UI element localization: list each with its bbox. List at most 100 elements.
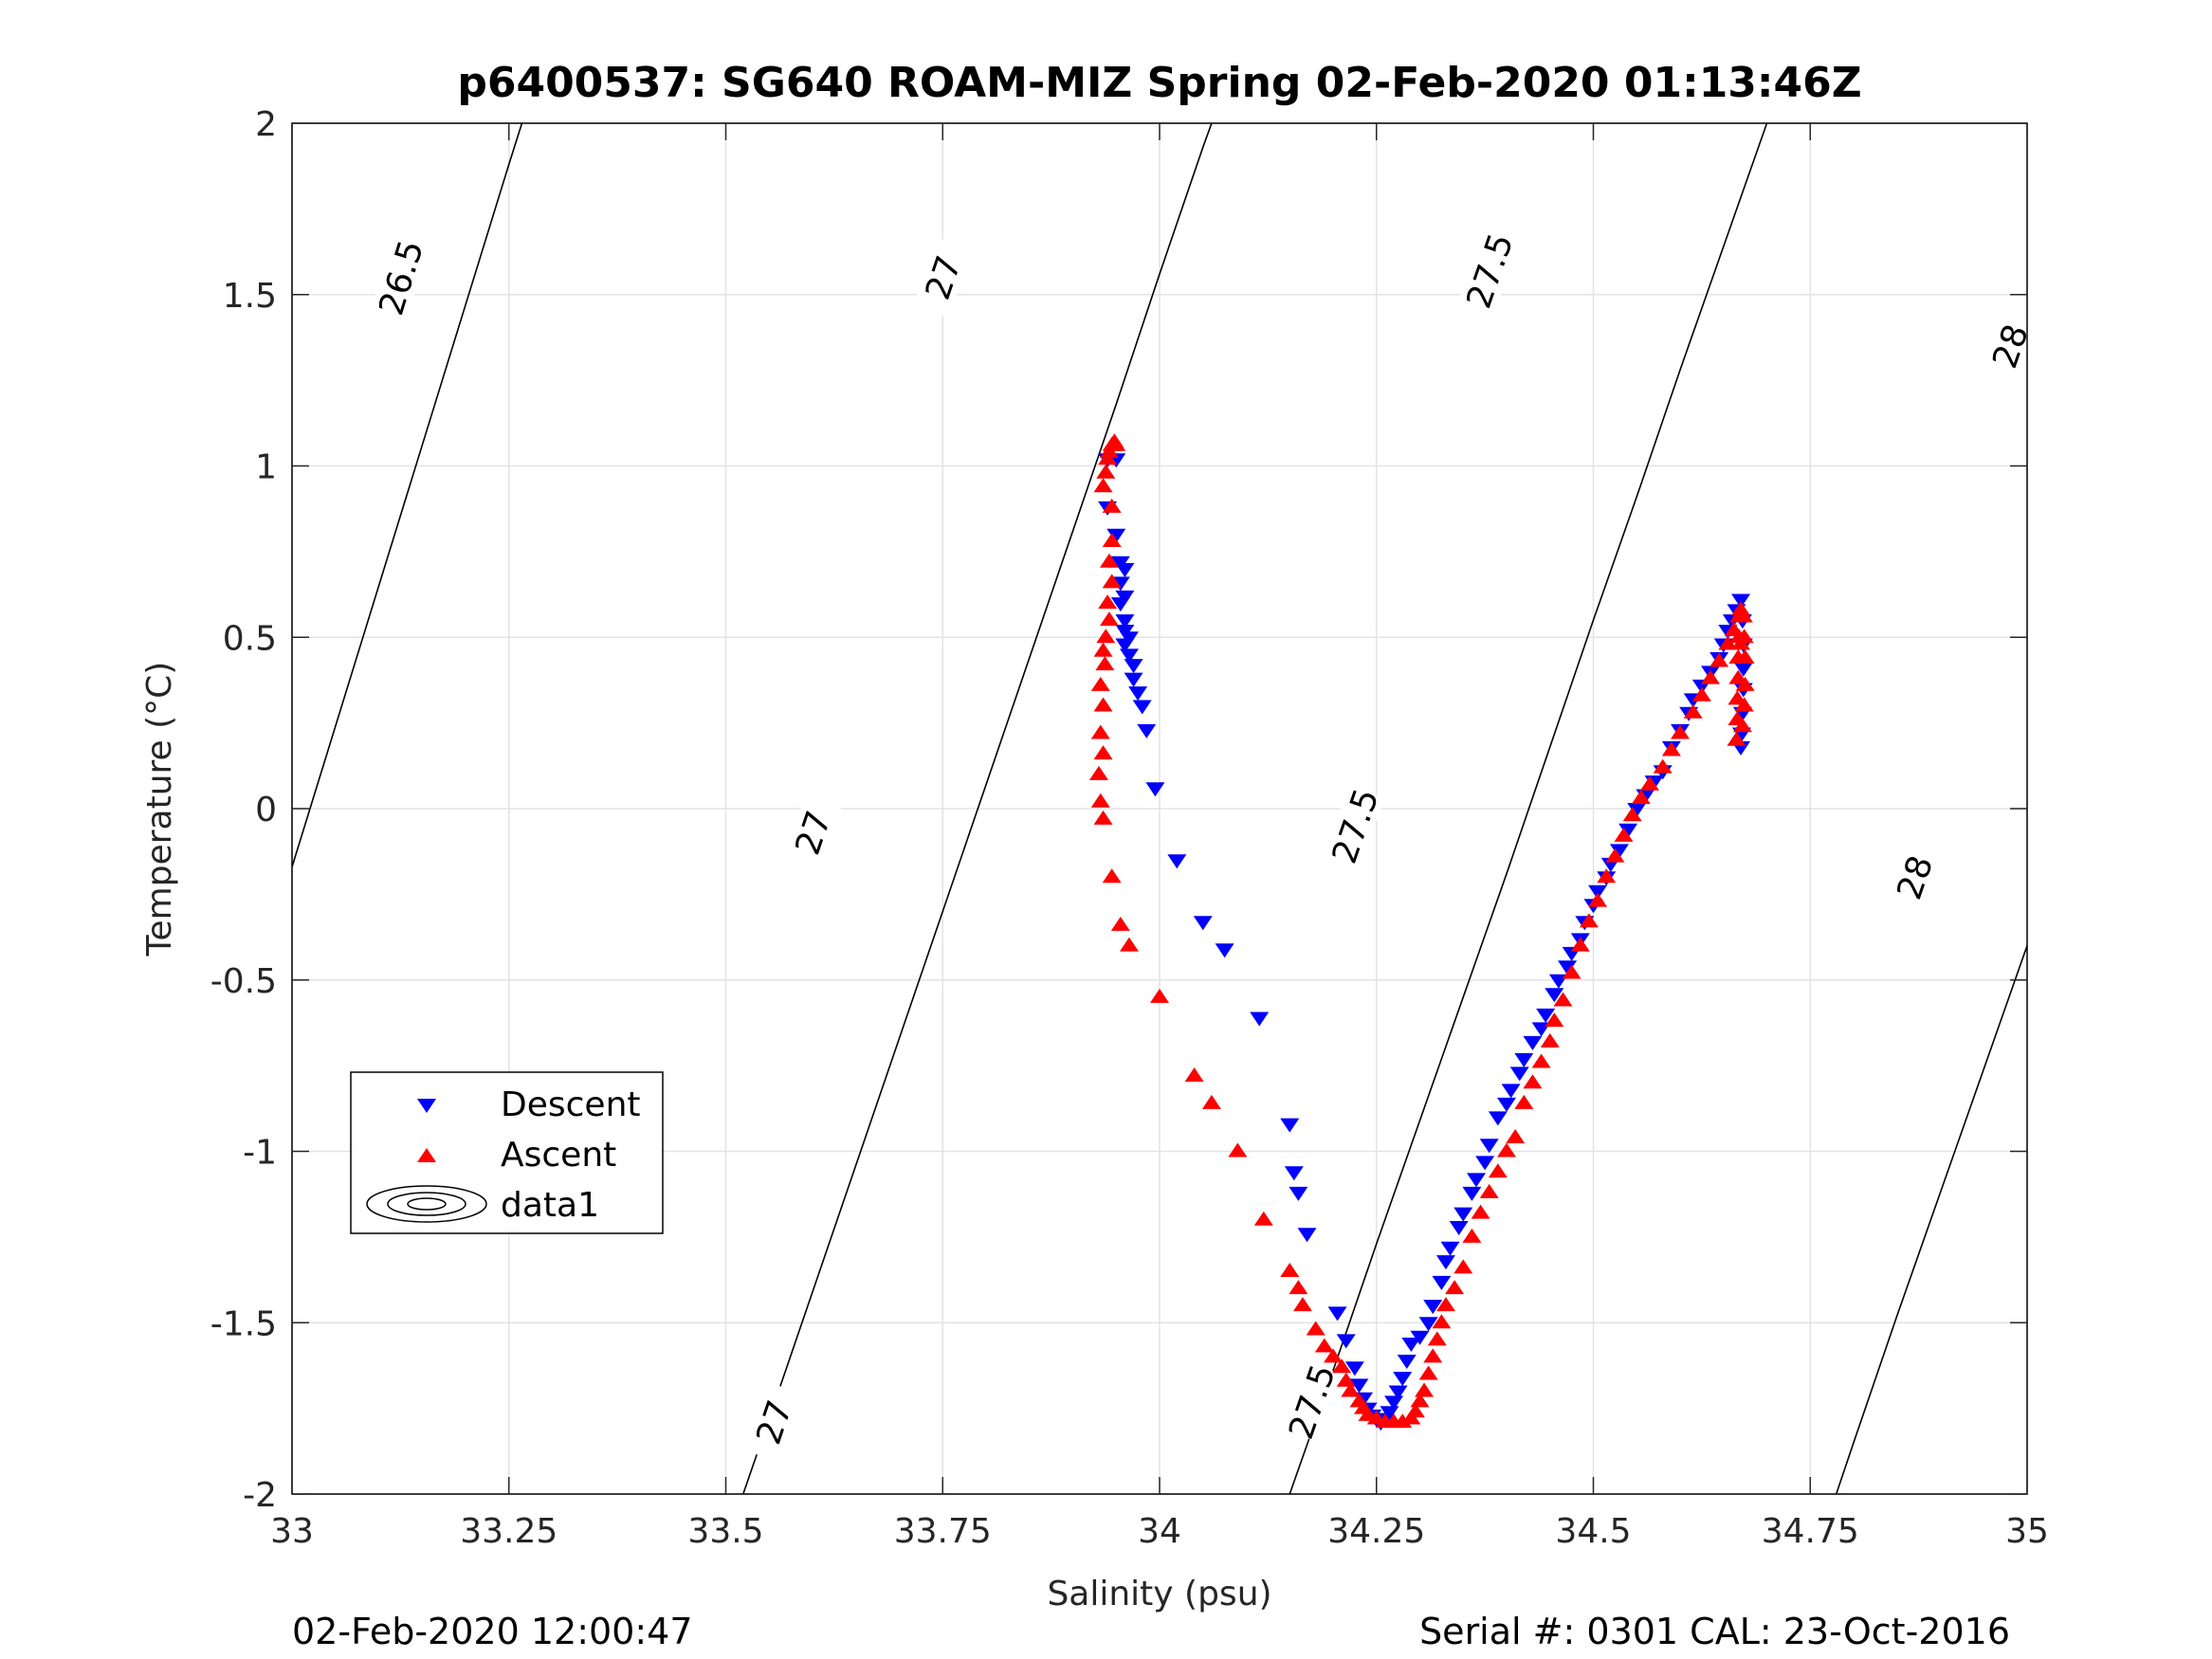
ascent-point [1735,676,1755,691]
ascent-point [1588,892,1608,907]
footer-timestamp: 02-Feb-2020 12:00:47 [292,1611,693,1652]
ascent-point [1597,868,1617,884]
ascent-point [1306,1321,1325,1336]
x-tick-label: 34.75 [1762,1512,1859,1551]
contour-line-28 [1835,943,2027,1494]
y-axis-ticks: -2 -1.5 -1 -0.5 0 0.5 1 1.5 2 [210,105,2027,1515]
ascent-point [1432,1314,1452,1329]
ascent-point [1570,937,1590,952]
ascent-point [1545,1012,1564,1028]
contour-line-27 [742,123,1213,1494]
descent-point [1344,1361,1364,1376]
contour-label-gap [743,1381,804,1463]
contour-label-gap [1325,785,1385,866]
descent-point [1733,662,1753,677]
legend-ascent-marker [417,1148,436,1162]
ascent-point [1102,498,1122,513]
descent-point [1106,528,1126,543]
ascent-point [1095,656,1115,671]
legend-descent-label: Descent [501,1085,641,1124]
y-tick-label: 1 [255,448,277,487]
descent-point [1280,1118,1300,1133]
contour-line-26-5 [292,123,523,867]
descent-point [1627,803,1647,817]
legend-descent-marker [417,1099,436,1113]
y-tick-label: -1.5 [210,1304,277,1343]
descent-point [1124,659,1143,674]
contour-label-28: 28 [1980,305,2040,387]
descent-point [1128,686,1148,702]
descent-point [1588,884,1608,900]
ascent-point [1093,697,1113,712]
contour-label-gap [1281,1360,1342,1442]
descent-point [1618,823,1638,838]
ascent-point [1088,765,1108,780]
descent-point [1132,700,1152,715]
descent-point [1289,1186,1308,1201]
descent-point [1418,1317,1438,1332]
descent-point [1501,1084,1521,1099]
descent-point [1497,1097,1516,1112]
ascent-point [1102,574,1122,589]
x-tick-label: 33.5 [687,1512,763,1551]
ascent-point [1090,676,1110,691]
contour-label-27-5: 27.5 [1325,784,1387,868]
ascent-point [1093,745,1113,760]
ascent-point [1289,1280,1308,1295]
ascent-point [1709,652,1729,667]
ascent-point [1488,1163,1508,1178]
ascent-point [1201,1094,1221,1109]
x-tick-label: 34 [1138,1512,1181,1551]
x-axis-label: Salinity (psu) [1047,1575,1271,1613]
legend[interactable]: Descent Ascent data1 [350,1071,664,1234]
y-tick-label: -2 [243,1476,277,1515]
ascent-point [1727,731,1746,746]
ascent-point [1228,1142,1248,1158]
descent-point [1393,1372,1413,1387]
descent-point [1731,593,1751,609]
descent-point [1462,1186,1482,1201]
descent-point [1509,1066,1529,1082]
descent-point [1435,1255,1455,1270]
descent-point [1466,1173,1486,1188]
ascent-point [1253,1211,1273,1226]
descent-point [1536,1008,1556,1023]
contour-label-gap [1459,229,1520,311]
contour-label-26-5: 26.5 [372,236,431,319]
ascent-point [1562,964,1581,979]
ascent-point [1523,1074,1543,1089]
ascent-point [1735,648,1755,664]
ascent-point [1423,1348,1443,1363]
chart-title: p6400537: SG640 ROAM-MIZ Spring 02-Feb-2… [457,59,1861,107]
descent-point [1514,1052,1534,1067]
descent-point [1545,988,1564,1003]
legend-ascent-label: Ascent [501,1136,616,1175]
legend-contour-icon [366,1185,487,1223]
ascent-point [1427,1331,1447,1346]
ascent-point [1336,1372,1356,1387]
legend-box [350,1071,664,1234]
ascent-point [1150,988,1169,1003]
ascent-point [1110,916,1130,931]
y-axis-label: Temperature (°C) [140,662,179,957]
x-tick-label: 34.25 [1327,1512,1425,1551]
descent-point [1115,638,1135,653]
ascent-point [1445,1280,1465,1295]
ascent-point [1280,1263,1300,1278]
density-contours [292,123,2027,1494]
y-tick-label: 1.5 [223,277,277,316]
contour-label-text: 27.5 [1325,784,1387,868]
ascent-point [1418,1365,1438,1380]
ascent-point [1435,1297,1455,1312]
ascent-point [1531,1053,1551,1068]
descent-point [1145,782,1165,797]
ascent-point [1622,807,1642,822]
ascent-point [1734,697,1754,712]
ascent-point [1102,868,1122,884]
descent-point [1609,844,1629,859]
contour-label-gap [372,237,430,318]
descent-point [1488,1111,1508,1126]
contour-label-27-5: 27.5 [1459,228,1522,314]
descent-point [1167,854,1187,869]
ascent-point [1462,1228,1482,1243]
